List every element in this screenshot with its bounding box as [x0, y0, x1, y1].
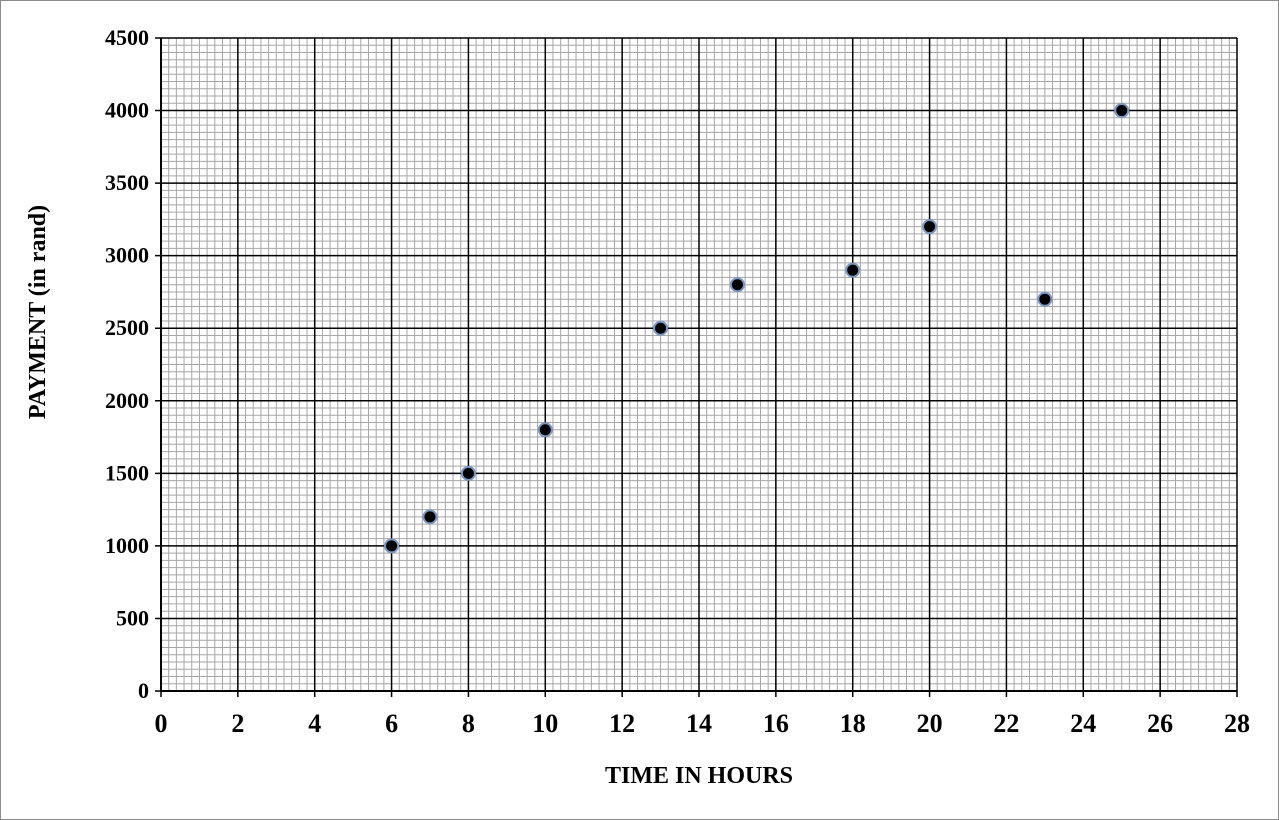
data-point: [422, 509, 438, 525]
x-tick-label: 26: [1147, 709, 1173, 738]
data-point: [460, 465, 476, 481]
y-tick-label: 1000: [105, 533, 149, 558]
data-point: [922, 219, 938, 235]
x-tick-label: 2: [231, 709, 244, 738]
data-point: [384, 538, 400, 554]
y-tick-label: 2000: [105, 388, 149, 413]
y-tick-label: 4000: [105, 98, 149, 123]
y-tick-label: 2500: [105, 315, 149, 340]
data-point: [1114, 103, 1130, 119]
x-tick-label: 20: [917, 709, 943, 738]
data-point: [653, 320, 669, 336]
x-tick-label: 8: [462, 709, 475, 738]
data-points: [384, 103, 1130, 554]
x-axis-title: TIME IN HOURS: [605, 763, 793, 789]
y-tick-label: 3000: [105, 243, 149, 268]
x-tick-label: 4: [308, 709, 321, 738]
x-tick-label: 0: [155, 709, 168, 738]
y-tick-label: 500: [116, 605, 149, 630]
x-tick-label: 12: [609, 709, 635, 738]
data-point: [1037, 291, 1053, 307]
axes: [160, 38, 1237, 692]
y-tick-label: 1500: [105, 460, 149, 485]
x-tick-labels: 0 2 4 6 8 10 12 14 16 18 20 22 24 26 28: [155, 709, 1251, 738]
data-point: [537, 422, 553, 438]
major-grid: [155, 37, 1238, 697]
x-tick-label: 10: [532, 709, 558, 738]
y-tick-label: 4500: [105, 25, 149, 50]
y-tick-labels: 0 500 1000 1500 2000 2500 3000 3500 4000 4500: [105, 25, 149, 703]
data-point: [845, 262, 861, 278]
data-point: [729, 277, 745, 293]
x-tick-label: 24: [1070, 709, 1096, 738]
x-tick-label: 22: [993, 709, 1019, 738]
x-tick-label: 16: [763, 709, 789, 738]
y-tick-label: 0: [138, 678, 149, 703]
x-tick-label: 28: [1224, 709, 1250, 738]
x-tick-label: 6: [385, 709, 398, 738]
x-tick-label: 18: [840, 709, 866, 738]
x-tick-label: 14: [686, 709, 712, 738]
y-axis-title: PAYMENT (in rand): [25, 205, 51, 419]
y-tick-label: 3500: [105, 170, 149, 195]
